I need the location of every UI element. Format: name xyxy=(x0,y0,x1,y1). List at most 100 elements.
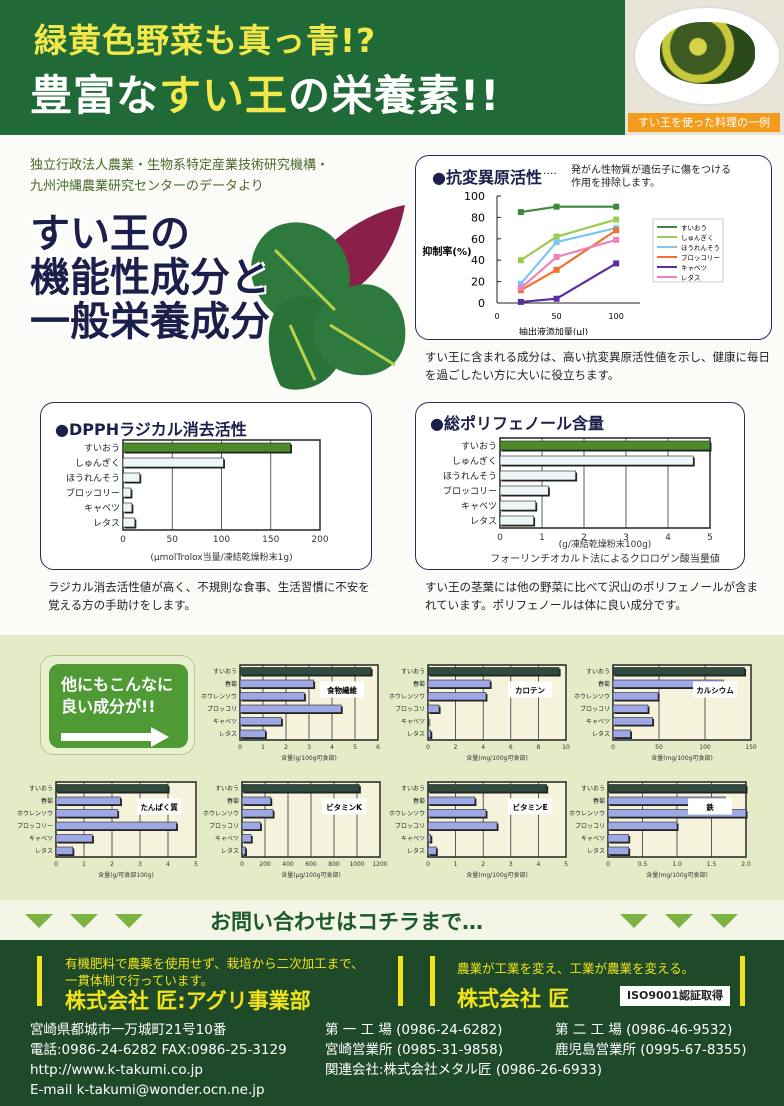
category-label: レタス xyxy=(592,730,610,738)
chart-note: フォーリンチオカルト法によるクロロゲン酸当量値 xyxy=(490,552,720,565)
x-tick-label: 1.5 xyxy=(707,861,717,868)
vitamin-k-chart: 0 200 400 600 800 1000 1200 すいおう春菊ホウレンソウブロッコリキャ… xyxy=(203,781,387,879)
antimutagen-caption: すい王に含まれる成分は、高い抗変異原活性値を示し、健康に毎日を過ごしたい方に大い… xyxy=(425,350,770,382)
bar xyxy=(241,846,246,855)
y-tick-label: 100 xyxy=(464,190,485,203)
x-tick-label: 0 xyxy=(611,744,615,751)
divider xyxy=(740,956,745,1006)
category-label: すいおう xyxy=(586,668,610,675)
category-label: 春菊 xyxy=(227,797,239,805)
data-point xyxy=(517,298,524,305)
x-axis-label: 含量(g/100g可食部) xyxy=(281,754,337,762)
bar xyxy=(607,821,678,830)
chart-title: ビタミンE xyxy=(512,802,547,812)
category-label: すいおう xyxy=(84,443,120,454)
x-tick-label: 100 xyxy=(213,535,230,545)
antimutagen-title: ●抗変異原活性 xyxy=(432,168,542,187)
bar xyxy=(427,821,498,830)
plot-area xyxy=(427,781,567,858)
x-tick-label: 0 xyxy=(426,861,430,868)
headline: 緑黄色野菜も真っ青!? xyxy=(34,21,377,60)
x-axis-label: 含量(mg/100g可食部) xyxy=(651,754,713,762)
title-dots: ···· xyxy=(543,167,557,180)
bar xyxy=(607,784,747,793)
email-link[interactable]: E-mail k-takumi@wonder.ocn.ne.jp xyxy=(30,1082,265,1098)
plot-area xyxy=(499,437,711,529)
data-point xyxy=(553,253,560,260)
x-tick-label: 1200 xyxy=(372,861,387,868)
bar xyxy=(427,729,432,738)
tagline-line: 有機肥料で農薬を使用せず、栽培から二次加工まで、 xyxy=(65,956,364,971)
bar xyxy=(122,502,133,513)
x-tick-label: 4 xyxy=(330,744,334,751)
tagline-line: 一貫体制で行っています。 xyxy=(65,973,214,988)
chart-title: 鉄 xyxy=(706,802,714,812)
website-link[interactable]: http://www.k-takumi.co.jp xyxy=(30,1062,203,1078)
x-tick-label: 1000 xyxy=(349,861,364,868)
bar xyxy=(612,692,659,701)
plot-area xyxy=(427,664,567,741)
bar xyxy=(239,667,372,676)
food-image xyxy=(660,22,755,84)
category-label: ブロッコリー xyxy=(443,485,497,497)
bar xyxy=(499,455,694,466)
category-label: 春菊 xyxy=(41,797,53,805)
x-tick-label: 1 xyxy=(261,744,265,751)
legend-label: しゅんぎく xyxy=(681,233,714,242)
category-label: ホウレンソウ xyxy=(389,692,425,700)
badge-line: 良い成分が!! xyxy=(61,697,156,716)
down-arrow-icon xyxy=(710,914,738,928)
x-tick-label: 100 xyxy=(699,744,711,751)
down-arrow-icon xyxy=(620,914,648,928)
x-tick-label: 5 xyxy=(194,861,198,868)
category-label: レタス xyxy=(221,847,239,855)
bar xyxy=(499,500,537,511)
bar xyxy=(612,667,745,676)
x-tick-label: 5 xyxy=(564,861,568,868)
category-label: すいおう xyxy=(213,668,237,675)
legend-label: ブロッコリー xyxy=(681,253,720,262)
category-label: レタス xyxy=(587,847,605,855)
affiliate: 関連会社:株式会社メタル匠 (0986-26-6933) xyxy=(325,1062,603,1078)
bar xyxy=(427,809,487,818)
category-label: しゅんぎく xyxy=(75,457,120,469)
bar xyxy=(612,704,649,713)
source-line: 九州沖縄農業研究センターのデータより xyxy=(30,179,264,194)
legend-box xyxy=(652,218,724,283)
category-label: キャベツ xyxy=(581,835,605,842)
category-label: すいおう xyxy=(401,785,425,792)
carotene-chart: 0 2 4 6 8 10 すいおう春菊ホウレンソウブロッコリキャベツレタス含量(mg/100… xyxy=(389,664,570,762)
footer xyxy=(0,940,784,1106)
x-tick-label: 6 xyxy=(509,744,513,751)
address: 宮崎県都城市一万城町21号10番 xyxy=(30,1022,227,1038)
x-tick-label: 100 xyxy=(609,312,624,321)
chart-title-box xyxy=(322,798,367,815)
x-tick-label: 3 xyxy=(623,533,629,543)
x-tick-label: 150 xyxy=(262,535,279,545)
bar xyxy=(499,515,534,526)
bar xyxy=(427,717,429,726)
category-label: ブロッコリ xyxy=(209,822,239,830)
data-point xyxy=(517,285,524,292)
data-point xyxy=(553,203,560,210)
chart-title-box xyxy=(688,798,733,815)
bar xyxy=(427,692,487,701)
category-label: すいおう xyxy=(215,785,239,792)
leaf-illustration xyxy=(251,205,406,390)
category-label: レタス xyxy=(407,847,425,855)
down-arrow-icon xyxy=(70,914,98,928)
chart-title: 食物繊維 xyxy=(327,685,357,695)
bar xyxy=(239,679,314,688)
x-tick-label: 4 xyxy=(481,744,485,751)
takumi-tagline: 農業が工業を変え、工業が農業を変える。 xyxy=(457,961,695,976)
down-arrow-icon xyxy=(665,914,693,928)
data-point xyxy=(553,239,560,246)
category-label: キャベツ xyxy=(29,835,53,842)
category-label: ブロッコリ xyxy=(395,705,425,713)
bar xyxy=(607,846,630,855)
chart-title-box xyxy=(693,681,738,698)
x-tick-label: 400 xyxy=(282,861,294,868)
iron-chart: 0 0.5 1.0 1.5 2.0 すいおう春菊ホウレンソウブロッコリキャベツレタス含量(… xyxy=(569,781,751,879)
x-tick-label: 1 xyxy=(454,861,458,868)
x-axis-label: (μmolTrolox当量/凍結乾燥粉末1g) xyxy=(150,551,292,563)
